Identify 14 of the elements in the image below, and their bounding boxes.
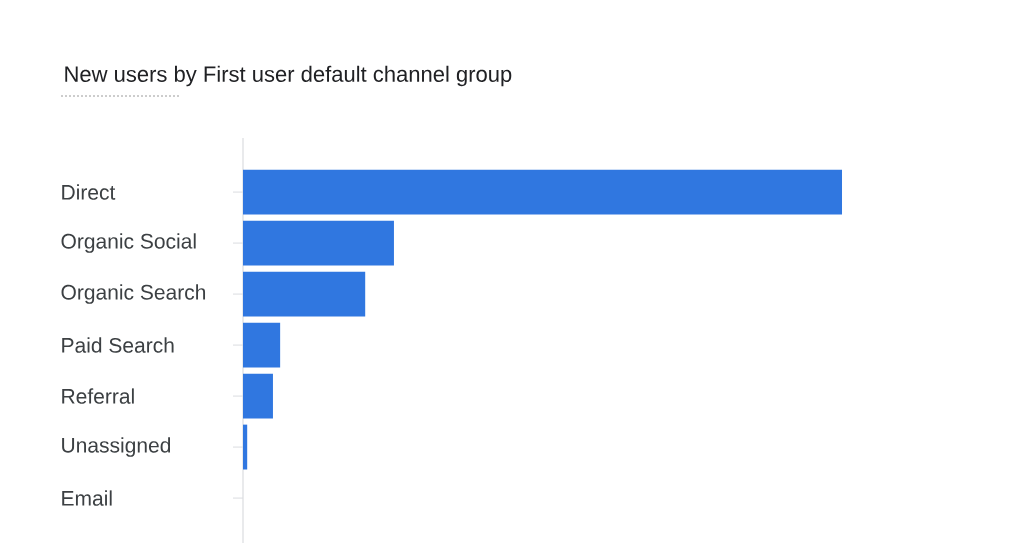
bar [243,322,281,368]
y-tick-label: Organic Search [61,284,206,304]
y-tick-label: Paid Search [62,337,174,353]
chart-title: New users by First user default channel group [65,65,512,87]
y-tick-label: Direct [62,184,116,200]
y-tick-label: Organic Social [61,233,196,253]
bar [243,424,248,470]
bar [243,220,394,266]
bar [243,169,843,215]
y-tick-label: Email [62,490,112,506]
y-tick-label: Unassigned [62,437,171,457]
bar [243,373,273,419]
bar [243,271,366,317]
y-tick-label: Referral [62,388,134,404]
